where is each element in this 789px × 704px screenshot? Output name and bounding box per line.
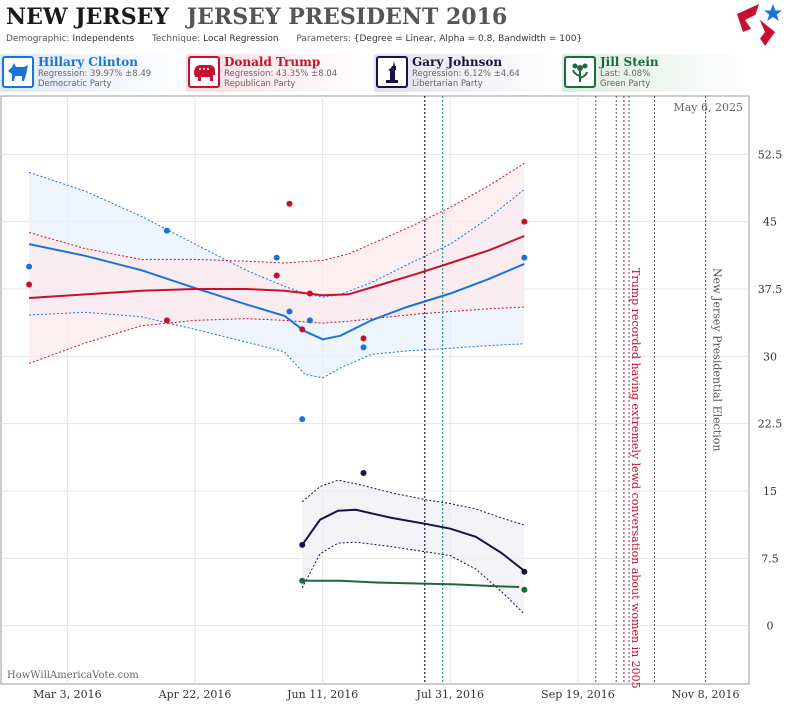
poll-point (299, 577, 306, 584)
band-lower-line (29, 311, 525, 379)
poll-point (299, 326, 306, 333)
elephant-icon (188, 56, 220, 88)
poll-point (306, 290, 313, 297)
donkey-icon (2, 56, 34, 88)
band-upper-line (301, 479, 525, 526)
technique-label: Technique: (151, 34, 201, 44)
poll-point (299, 541, 306, 548)
trend-line (28, 243, 525, 341)
flower-icon (564, 56, 596, 88)
x-tick-label: Jul 31, 2016 (416, 688, 485, 701)
poll-point (26, 281, 33, 288)
poll-point (521, 586, 528, 593)
demographic-value: Independents (72, 34, 135, 44)
candidate-party: Green Party (600, 79, 651, 89)
candidate-stat: Regression: 43.35% ±8.04 (224, 69, 338, 79)
poll-point (273, 272, 280, 279)
technique-value: Local Regression (203, 34, 279, 44)
candidate-party: Libertarian Party (412, 79, 483, 89)
y-tick-label: 0 (767, 620, 774, 633)
poll-point (521, 254, 528, 261)
annotation-label: Trump recorded having extremely lewd con… (629, 268, 642, 689)
x-tick-label: Mar 3, 2016 (33, 688, 102, 701)
y-tick-label: 30 (763, 350, 777, 363)
candidate-card-johnson[interactable]: Gary Johnson Regression: 6.12% ±4.64 Lib… (374, 54, 560, 92)
band-lower-line (28, 306, 525, 364)
poll-point (360, 335, 367, 342)
state-name: NEW JERSEY (6, 4, 170, 30)
candidate-name: Donald Trump (224, 55, 321, 69)
poll-point (360, 344, 367, 351)
confidence-band (29, 172, 525, 378)
watermark: HowWillAmericaVote.com (7, 670, 139, 681)
poll-point (306, 317, 313, 324)
poll-point (273, 254, 280, 261)
candidate-card-clinton[interactable]: Hillary Clinton Regression: 39.97% ±8.49… (0, 54, 186, 92)
chart-title: NEW JERSEY JERSEY PRESIDENT 2016 (6, 4, 507, 30)
poll-point (521, 568, 528, 575)
confidence-band (29, 163, 525, 364)
band-lower-line (301, 541, 525, 615)
y-tick-label: 22.5 (758, 418, 783, 431)
poll-point (163, 227, 170, 234)
poll-point (26, 263, 33, 270)
race-name: JERSEY PRESIDENT 2016 (186, 4, 508, 30)
candidate-name: Gary Johnson (412, 55, 503, 69)
trend-line (29, 235, 525, 299)
poll-point (286, 200, 293, 207)
candidate-name: Hillary Clinton (38, 55, 138, 69)
x-tick-label: Nov 8, 2016 (672, 688, 740, 701)
parameters-line: Demographic: Independents Technique: Loc… (6, 34, 582, 44)
logo-inner-shape (745, 14, 765, 40)
star-icon (764, 4, 782, 21)
candidate-stat: Last: 4.08% (600, 69, 651, 79)
poll-point (299, 416, 306, 423)
confidence-band (302, 480, 525, 614)
candidate-name: Jill Stein (600, 55, 659, 69)
date-label: May 6, 2025 (673, 101, 743, 114)
x-tick-label: Jun 11, 2016 (286, 688, 358, 701)
trend-line (301, 508, 525, 572)
candidate-card-trump[interactable]: Donald Trump Regression: 43.35% ±8.04 Re… (186, 54, 372, 92)
parameters-label: Parameters: (296, 34, 351, 44)
liberty-icon (376, 56, 408, 88)
candidate-legend: Hillary Clinton Regression: 39.97% ±8.49… (0, 54, 789, 94)
poll-point (521, 218, 528, 225)
poll-point (286, 308, 293, 315)
x-tick-label: Sep 19, 2016 (541, 688, 615, 701)
candidate-party: Republican Party (224, 79, 296, 89)
poll-point (360, 470, 367, 477)
x-tick-label: Apr 22, 2016 (158, 688, 232, 701)
trend-line (302, 579, 520, 588)
poll-point (163, 317, 170, 324)
candidate-stat: Regression: 6.12% ±4.64 (412, 69, 520, 79)
y-tick-label: 45 (763, 216, 777, 229)
parameters-value: {Degree = Linear, Alpha = 0.8, Bandwidth… (353, 34, 583, 44)
y-tick-label: 7.5 (761, 552, 779, 565)
y-tick-label: 15 (763, 485, 777, 498)
y-tick-label: 37.5 (758, 283, 783, 296)
candidate-card-stein[interactable]: Jill Stein Last: 4.08% Green Party (562, 54, 748, 92)
annotation-label: New Jersey Presidential Election (711, 268, 724, 451)
y-tick-label: 52.5 (758, 148, 783, 161)
site-logo-icon (737, 4, 782, 46)
band-upper-line (28, 162, 525, 264)
candidate-party: Democratic Party (38, 79, 112, 89)
candidate-stat: Regression: 39.97% ±8.49 (38, 69, 152, 79)
demographic-label: Demographic: (6, 34, 70, 44)
